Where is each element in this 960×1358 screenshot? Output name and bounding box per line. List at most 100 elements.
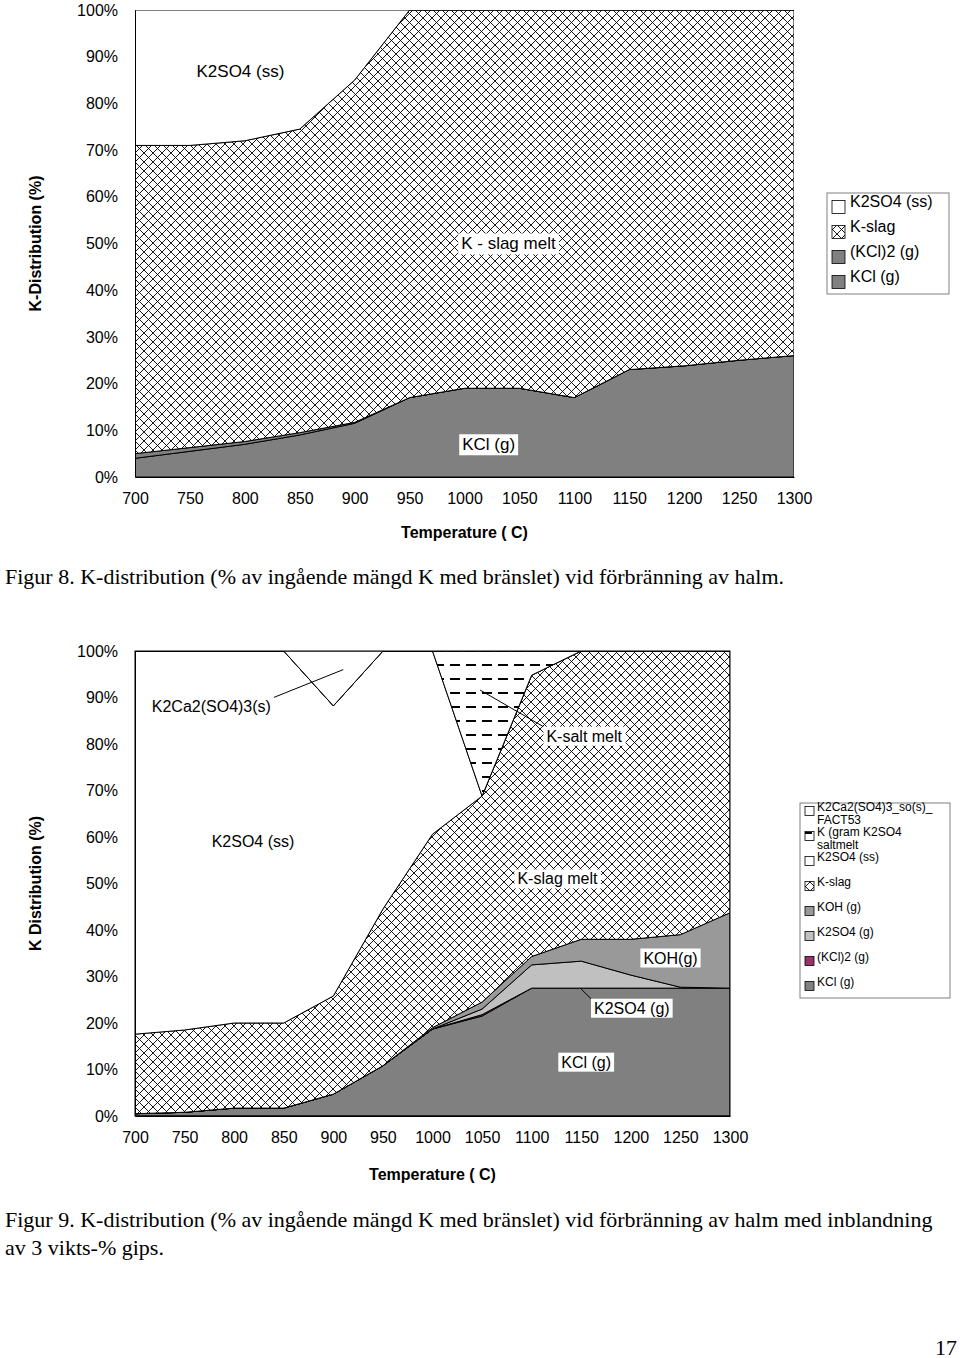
page-number: 17 [935, 1335, 957, 1358]
annotation-bg [514, 869, 601, 888]
legend-swatch [805, 807, 814, 816]
legend-swatch [805, 982, 814, 991]
tick-label: 20% [86, 1015, 118, 1032]
area [135, 10, 794, 454]
plot-area [135, 651, 730, 1116]
plot-area [135, 10, 794, 477]
legend-swatch [805, 882, 814, 891]
tick-label: 800 [232, 490, 259, 507]
legend-box [827, 193, 949, 294]
x-axis-title: Temperature ( C) [369, 1166, 496, 1183]
legend-label: K2Ca2(SO4)3_so(s)_FACT53 [817, 800, 933, 827]
annotation-text: K2SO4 (g) [594, 1000, 670, 1017]
annotation-text: KCl (g) [462, 435, 515, 454]
annotation: K-slag melt [514, 869, 601, 888]
area [135, 651, 730, 1114]
tick: 0% [95, 469, 135, 486]
tick: 800 [232, 477, 259, 507]
axis-line [136, 1116, 731, 1117]
tick: 700 [122, 477, 149, 507]
axis-line [135, 11, 136, 478]
tick-label: 0% [95, 469, 118, 486]
tick-label: 100% [77, 643, 118, 660]
annotation: KCl (g) [558, 1053, 614, 1072]
tick-label: 80% [86, 736, 118, 753]
legend-label: K2SO4 (ss) [817, 850, 879, 864]
legend-swatch [832, 276, 845, 289]
tick-label: 70% [86, 142, 118, 159]
legend-swatch [805, 832, 814, 841]
tick: 1100 [515, 1116, 550, 1146]
tick: 1150 [613, 477, 648, 507]
tick-label: 850 [271, 1129, 298, 1146]
tick-label: 80% [86, 95, 118, 112]
tick: 0% [95, 1108, 135, 1125]
tick-label: 1050 [465, 1129, 501, 1146]
tick-label: 1250 [722, 490, 758, 507]
caption: Figur 9. K-distribution (% av ingående m… [5, 1207, 932, 1260]
tick: 20% [86, 1015, 135, 1032]
tick: 1100 [558, 477, 593, 507]
text-line: (KCl)2 (g) [817, 950, 869, 964]
tick-label: 750 [172, 1129, 199, 1146]
tick: 30% [86, 329, 135, 346]
tick-label: 0% [95, 1108, 118, 1125]
tick-label: 1300 [713, 1129, 749, 1146]
legend-swatch [832, 201, 845, 214]
tick: 1250 [663, 1116, 699, 1146]
tick-label: 950 [397, 490, 424, 507]
legend-label: K-slag [817, 875, 851, 889]
tick-label: 60% [86, 188, 118, 205]
annotation: K2SO4 (ss) [209, 832, 298, 851]
tick: 700 [122, 1116, 149, 1146]
tick: 900 [342, 477, 369, 507]
tick: 1300 [777, 477, 813, 507]
tick: 1300 [713, 1116, 749, 1146]
tick: 90% [86, 689, 135, 706]
tick-label: 10% [86, 422, 118, 439]
legend-label: K (gram K2SO4saltmelt [817, 825, 902, 852]
annotation-bg [543, 727, 625, 746]
page: 7007508008509009501000105011001150120012… [0, 0, 960, 1358]
legend-swatch [805, 907, 814, 916]
annotation: K2SO4 (ss) [194, 61, 288, 82]
annotation-bg [640, 949, 700, 968]
legend: K2Ca2(SO4)3_so(s)_FACT53K (gram K2SO4sal… [800, 800, 950, 998]
legend-label: K2SO4 (g) [817, 925, 874, 939]
area [135, 10, 794, 145]
tick: 80% [86, 95, 135, 112]
legend-swatch [832, 226, 845, 239]
annotation-text: KCl (g) [561, 1054, 611, 1071]
x-axis: 7007508008509009501000105011001150120012… [122, 477, 812, 507]
legend-box [800, 803, 950, 998]
leader-line [580, 988, 591, 999]
tick-label: 70% [86, 782, 118, 799]
text-line: K2SO4 (ss) [850, 193, 933, 210]
legend-label: (KCl)2 (g) [817, 950, 869, 964]
legend-label: KCl (g) [850, 268, 900, 285]
text-line: (KCl)2 (g) [850, 243, 919, 260]
tick-label: 30% [86, 329, 118, 346]
tick-label: 40% [86, 922, 118, 939]
annotation: K2Ca2(SO4)3(s) [149, 670, 343, 717]
tick: 10% [86, 1061, 135, 1078]
tick-label: 100% [77, 2, 118, 19]
tick: 60% [86, 829, 135, 846]
tick-label: 1150 [613, 490, 648, 507]
tick: 1000 [415, 1116, 451, 1146]
axis-line [136, 477, 795, 478]
leader-line [480, 690, 543, 727]
tick-label: 50% [86, 235, 118, 252]
y-axis-title: K-Distribution (%) [27, 176, 44, 312]
tick: 1250 [722, 477, 758, 507]
tick: 50% [86, 235, 135, 252]
legend-label: K2SO4 (ss) [850, 193, 933, 210]
tick-label: 90% [86, 48, 118, 65]
annotation: KOH(g) [640, 949, 700, 968]
x-axis-title: Temperature ( C) [401, 524, 528, 541]
text-line: KCl (g) [850, 268, 900, 285]
annotation-text: K2SO4 (ss) [212, 833, 295, 850]
tick-label: 1150 [565, 1129, 600, 1146]
legend-swatch [832, 251, 845, 264]
text-line: av 3 vikts-% gips. [5, 1235, 164, 1260]
